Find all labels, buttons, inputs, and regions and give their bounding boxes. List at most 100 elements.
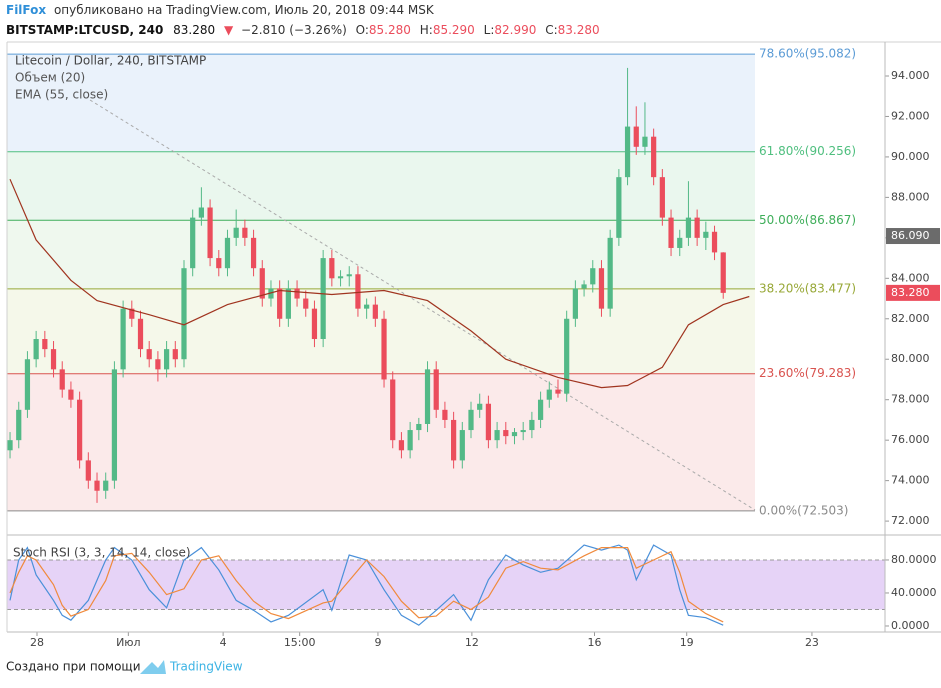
- candle-body: [181, 268, 187, 360]
- change-arrow: ▼: [224, 23, 234, 37]
- candle-body: [172, 349, 178, 360]
- fib-label: 61.80%(90.256): [759, 144, 856, 158]
- candle-body: [572, 288, 578, 319]
- stoch-line: [9, 547, 724, 623]
- y-tick-label: 78.000: [891, 393, 930, 406]
- candle-body: [659, 177, 665, 218]
- ohlc-name: H:: [420, 23, 433, 37]
- trend-line: [89, 99, 756, 511]
- candle-body: [137, 318, 144, 350]
- published: опубликовано на TradingView.com, Июль 20…: [54, 3, 435, 17]
- footer-brand[interactable]: TradingView: [169, 660, 243, 674]
- change: −2.810 (−3.26%): [241, 23, 347, 37]
- candle-body: [711, 231, 718, 253]
- fib-band: [7, 373, 755, 511]
- candle-body: [259, 268, 265, 299]
- candle-body: [16, 409, 22, 441]
- candle-body: [668, 217, 674, 248]
- candle-body: [529, 419, 535, 431]
- candle-body: [416, 423, 422, 431]
- candle-body: [642, 136, 648, 147]
- candle-body: [303, 298, 309, 309]
- candle-body: [494, 430, 500, 441]
- fib-band: [7, 288, 755, 374]
- candle-body: [50, 349, 57, 370]
- x-tick-label: 28: [30, 636, 44, 649]
- fib-label: 23.60%(79.283): [759, 366, 856, 380]
- candle-body: [155, 359, 161, 370]
- x-tick-label: Июл: [116, 636, 141, 649]
- ohlc-value: 83.280: [558, 23, 600, 37]
- candle-body: [624, 126, 631, 178]
- price-tag-label: 83.280: [891, 286, 930, 299]
- stoch-y-tick-label: 40.0000: [891, 586, 937, 599]
- candle-body: [285, 288, 291, 319]
- candle-body: [103, 480, 109, 491]
- candle-body: [85, 460, 91, 481]
- x-tick-label: 9: [374, 636, 381, 649]
- candle-body: [129, 308, 135, 319]
- candle-body: [337, 276, 344, 279]
- fib-label: 50.00%(86.867): [759, 213, 856, 227]
- candle-body: [190, 217, 196, 269]
- candle-body: [694, 217, 700, 238]
- candle-body: [94, 480, 100, 491]
- candle-body: [7, 440, 13, 451]
- candle-body: [677, 237, 683, 248]
- last-price: 83.280: [173, 23, 215, 37]
- x-tick-label: 15:00: [284, 636, 316, 649]
- candle-body: [703, 231, 709, 238]
- candle-body: [198, 207, 204, 218]
- candle-body: [163, 349, 170, 370]
- candle-body: [268, 288, 274, 299]
- y-tick-label: 76.000: [891, 433, 930, 446]
- x-tick-label: 4: [220, 636, 227, 649]
- candle-body: [520, 430, 526, 433]
- candle-body: [146, 349, 152, 360]
- y-tick-label: 94.000: [891, 69, 930, 82]
- candle-body: [311, 308, 318, 340]
- fib-label: 38.20%(83.477): [759, 281, 856, 295]
- candle-body: [294, 288, 300, 299]
- symbol: BITSTAMP:LTCUSD, 240: [6, 23, 163, 37]
- candle-body: [233, 227, 239, 238]
- candle-body: [372, 304, 378, 319]
- y-tick-label: 88.000: [891, 190, 930, 203]
- ohlc-value: 82.990: [494, 23, 536, 37]
- indicator-label: Объем (20): [15, 71, 85, 85]
- x-tick-label: 12: [465, 636, 479, 649]
- candle-body: [381, 318, 387, 380]
- author: FilFox: [6, 3, 46, 17]
- footer-text: Создано при помощи: [6, 660, 141, 674]
- fib-band: [7, 54, 755, 152]
- x-tick-label: 16: [588, 636, 602, 649]
- candle-body: [407, 430, 413, 451]
- price-tag: [886, 284, 940, 301]
- candle-body: [581, 284, 587, 289]
- main-pane: 78.60%(95.082) 61.80%(90.256) 50.00%(86.86…: [7, 47, 940, 649]
- candle-body: [59, 369, 65, 390]
- y-tick-label: 82.000: [891, 312, 930, 325]
- ema-line: [9, 178, 750, 389]
- candle-body: [459, 430, 465, 461]
- header: FilFox опубликовано на TradingView.com, …: [6, 3, 435, 17]
- candle-body: [216, 258, 222, 269]
- candle-body: [77, 399, 83, 461]
- candle-body: [511, 432, 518, 437]
- x-tick-label: 19: [680, 636, 694, 649]
- logo: [140, 660, 166, 674]
- ohlc-name: L:: [484, 23, 495, 37]
- stoch-title: Stoch RSI (3, 3, 14, 14, close): [13, 546, 191, 560]
- candle-body: [329, 258, 335, 279]
- candle-body: [24, 359, 31, 410]
- candle-body: [468, 409, 474, 431]
- x-tick-label: 23: [805, 636, 819, 649]
- candle-body: [633, 126, 639, 147]
- fib-band: [7, 151, 755, 221]
- stoch-y-tick-label: 80.0000: [891, 553, 937, 566]
- candle-body: [451, 419, 457, 461]
- ohlc-value: 85.290: [433, 23, 475, 37]
- ohlc-value: 85.280: [369, 23, 411, 37]
- y-tick-label: 84.000: [891, 271, 930, 284]
